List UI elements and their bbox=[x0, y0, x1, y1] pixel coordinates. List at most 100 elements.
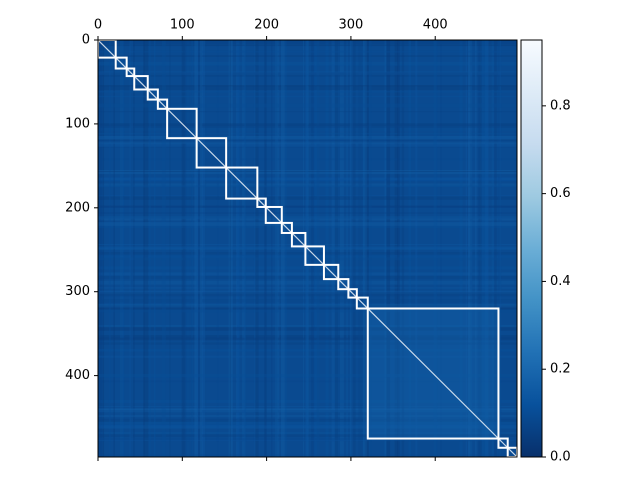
texture-streak bbox=[98, 50, 517, 53]
texture-streak bbox=[98, 71, 517, 75]
colorbar-tick-label: 0.6 bbox=[550, 186, 571, 201]
texture-streak bbox=[325, 40, 329, 457]
cluster-box-12 bbox=[290, 231, 307, 248]
texture-streak bbox=[397, 40, 400, 457]
texture-streak bbox=[469, 40, 473, 457]
texture-streak bbox=[98, 40, 517, 44]
texture-streak bbox=[362, 40, 365, 457]
texture-streak bbox=[408, 40, 412, 457]
texture-streak bbox=[98, 85, 517, 87]
cluster-box-2 bbox=[125, 67, 136, 78]
texture-streak bbox=[316, 40, 320, 457]
texture-streak bbox=[358, 40, 362, 457]
texture-streak bbox=[339, 40, 344, 457]
texture-streak bbox=[98, 244, 517, 245]
cluster-box-3 bbox=[133, 75, 149, 91]
texture-streak bbox=[98, 124, 517, 128]
texture-streak bbox=[228, 40, 233, 457]
x-axis-bottom bbox=[97, 457, 436, 461]
texture-streak bbox=[98, 206, 517, 208]
texture-streak bbox=[98, 144, 517, 148]
texture-streak bbox=[98, 349, 517, 352]
texture-streak bbox=[98, 408, 517, 412]
texture-streak bbox=[130, 40, 135, 457]
texture-streak bbox=[311, 40, 314, 457]
texture-streak bbox=[98, 405, 517, 408]
cluster-box-13 bbox=[304, 245, 325, 266]
plot-frame bbox=[97, 39, 518, 458]
texture-streak bbox=[98, 325, 517, 328]
texture-streak bbox=[98, 72, 517, 77]
texture-streak bbox=[362, 40, 367, 457]
texture-streak bbox=[475, 40, 477, 457]
texture-streak bbox=[415, 40, 418, 457]
texture-streak bbox=[98, 61, 517, 66]
texture-streak bbox=[98, 137, 517, 142]
texture-streak bbox=[98, 431, 517, 434]
colorbar-gradient bbox=[520, 39, 543, 458]
colorbar-tick-label: 0.4 bbox=[550, 274, 571, 289]
texture-streak bbox=[313, 40, 316, 457]
colorbar: 0.0 0.2 0.4 0.6 0.8 bbox=[520, 39, 571, 465]
texture-streak bbox=[98, 178, 517, 182]
y-tick-label: 0 bbox=[82, 33, 90, 48]
cluster-box-5 bbox=[156, 98, 169, 110]
texture-streak bbox=[98, 123, 517, 127]
texture-streak bbox=[285, 40, 287, 457]
texture-streak bbox=[98, 195, 517, 200]
texture-streak bbox=[98, 252, 517, 255]
texture-streak bbox=[108, 40, 111, 457]
texture-streak bbox=[98, 415, 517, 417]
cluster-box-0 bbox=[98, 40, 117, 59]
texture-streak bbox=[98, 373, 517, 378]
texture-streak bbox=[497, 40, 502, 457]
texture-streak bbox=[394, 40, 398, 457]
texture-streak bbox=[98, 40, 102, 457]
texture-streak bbox=[98, 103, 517, 108]
texture-streak bbox=[98, 399, 517, 403]
cluster-box-17 bbox=[355, 296, 369, 310]
cluster-box-18 bbox=[366, 307, 500, 440]
texture-streak bbox=[203, 40, 207, 457]
texture-streak bbox=[98, 72, 517, 75]
texture-streak bbox=[254, 40, 259, 457]
heatmap-cell-texture bbox=[98, 40, 517, 457]
texture-streak bbox=[98, 111, 517, 113]
texture-streak bbox=[478, 40, 480, 457]
texture-streak bbox=[98, 143, 517, 147]
texture-streak bbox=[98, 303, 517, 308]
texture-streak bbox=[237, 40, 239, 457]
texture-streak bbox=[98, 290, 517, 294]
x-tick-label: 0 bbox=[94, 18, 102, 33]
texture-streak bbox=[122, 40, 125, 457]
texture-streak bbox=[481, 40, 486, 457]
texture-streak bbox=[98, 424, 517, 429]
cluster-box-16 bbox=[347, 288, 358, 299]
texture-streak bbox=[98, 212, 517, 214]
texture-streak bbox=[235, 40, 240, 457]
y-tick-label: 400 bbox=[65, 368, 90, 383]
heatmap-plot-area bbox=[97, 39, 518, 458]
texture-streak bbox=[98, 303, 517, 306]
texture-streak bbox=[182, 40, 187, 457]
texture-streak bbox=[236, 40, 239, 457]
texture-streak bbox=[181, 40, 185, 457]
cluster-box-9 bbox=[256, 197, 267, 208]
texture-streak bbox=[243, 40, 247, 457]
texture-streak bbox=[98, 299, 517, 303]
texture-streak bbox=[264, 40, 267, 457]
texture-streak bbox=[98, 205, 517, 208]
texture-streak bbox=[113, 40, 115, 457]
texture-streak bbox=[229, 40, 231, 457]
texture-streak bbox=[98, 141, 517, 144]
x-tick-label: 400 bbox=[423, 18, 448, 33]
texture-streak bbox=[334, 40, 338, 457]
texture-streak bbox=[314, 40, 317, 457]
texture-streak bbox=[98, 280, 517, 285]
texture-streak bbox=[169, 40, 171, 457]
texture-streak bbox=[386, 40, 391, 457]
texture-streak bbox=[494, 40, 497, 457]
texture-streak bbox=[478, 40, 482, 457]
texture-streak bbox=[98, 255, 517, 258]
